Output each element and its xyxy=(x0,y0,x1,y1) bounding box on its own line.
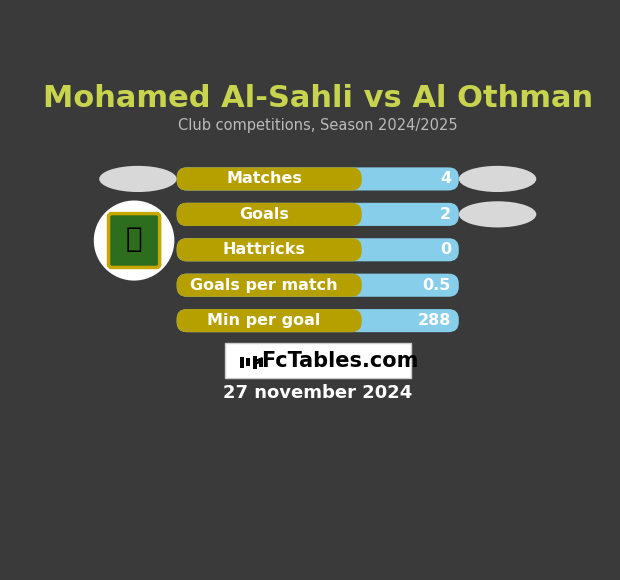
Ellipse shape xyxy=(99,166,177,192)
Ellipse shape xyxy=(459,201,536,227)
Bar xyxy=(241,357,244,368)
Ellipse shape xyxy=(459,166,536,192)
Circle shape xyxy=(94,201,174,281)
FancyBboxPatch shape xyxy=(108,213,160,267)
Text: FcTables.com: FcTables.com xyxy=(262,351,418,371)
FancyBboxPatch shape xyxy=(177,274,459,297)
FancyBboxPatch shape xyxy=(177,168,459,190)
Text: Min per goal: Min per goal xyxy=(208,313,321,328)
FancyBboxPatch shape xyxy=(177,238,459,262)
FancyBboxPatch shape xyxy=(177,168,361,190)
Text: 288: 288 xyxy=(418,313,451,328)
FancyBboxPatch shape xyxy=(177,309,459,332)
Text: 2: 2 xyxy=(440,207,451,222)
Bar xyxy=(259,358,263,367)
Bar xyxy=(247,358,250,366)
FancyBboxPatch shape xyxy=(177,203,459,226)
Text: 0: 0 xyxy=(440,242,451,258)
FancyBboxPatch shape xyxy=(177,274,361,297)
Text: 0.5: 0.5 xyxy=(423,278,451,293)
Text: 27 november 2024: 27 november 2024 xyxy=(223,384,412,402)
FancyBboxPatch shape xyxy=(224,343,410,378)
Text: 🦅: 🦅 xyxy=(126,225,143,253)
Text: Club competitions, Season 2024/2025: Club competitions, Season 2024/2025 xyxy=(178,118,458,133)
Text: Goals per match: Goals per match xyxy=(190,278,338,293)
Text: Matches: Matches xyxy=(226,172,302,186)
Text: 4: 4 xyxy=(440,172,451,186)
Text: Mohamed Al-Sahli vs Al Othman: Mohamed Al-Sahli vs Al Othman xyxy=(43,84,593,113)
FancyBboxPatch shape xyxy=(177,203,361,226)
Bar xyxy=(253,356,257,369)
Text: Goals: Goals xyxy=(239,207,289,222)
FancyBboxPatch shape xyxy=(177,238,361,262)
FancyBboxPatch shape xyxy=(177,309,361,332)
Text: Hattricks: Hattricks xyxy=(223,242,306,258)
